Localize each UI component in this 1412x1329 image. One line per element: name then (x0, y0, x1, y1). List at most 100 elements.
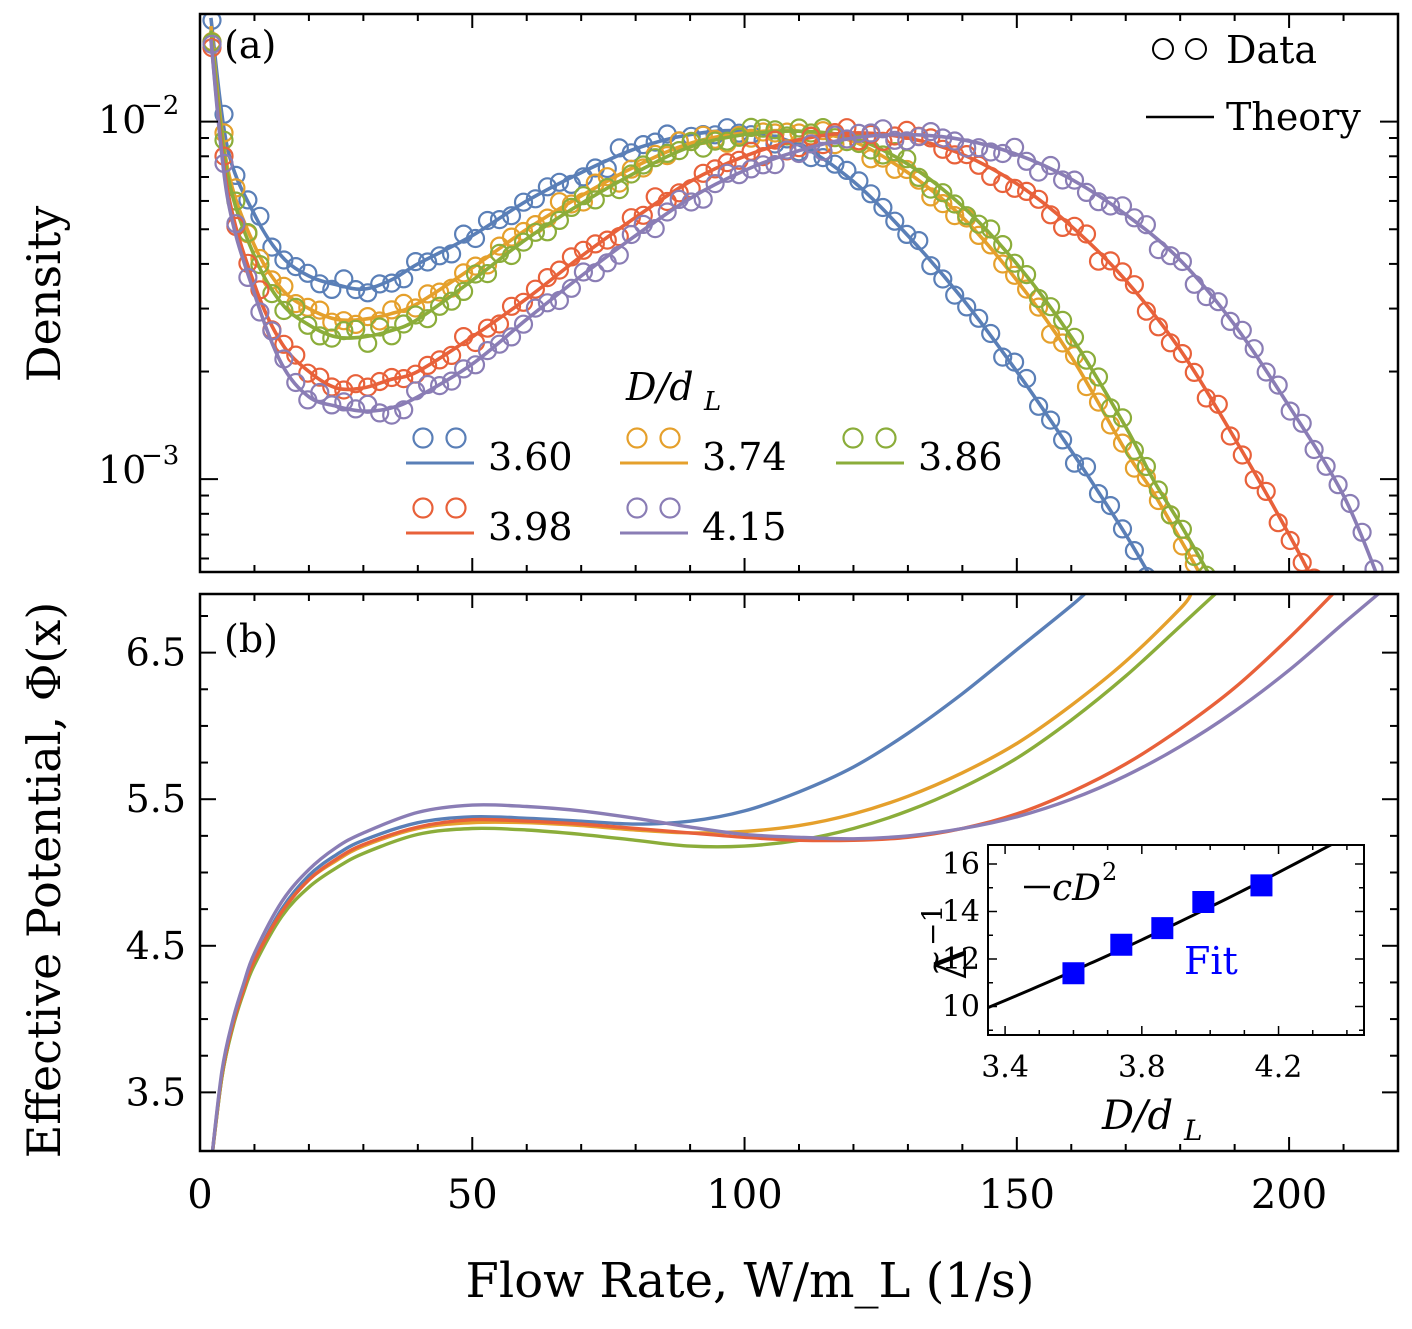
y-tick-label: 3.5 (126, 1070, 186, 1114)
data-point (513, 314, 534, 334)
data-point (1328, 475, 1348, 495)
legend-marker (659, 427, 681, 449)
data-point (1124, 275, 1145, 295)
data-point (957, 297, 977, 317)
legend-marker (412, 497, 434, 519)
inset-plot-layer (988, 845, 1334, 1009)
data-point (549, 210, 570, 230)
svg-text:D/d: D/d (625, 365, 694, 409)
data-point (1316, 456, 1336, 476)
legend-theory-label: Theory (1226, 95, 1361, 139)
data-point (765, 130, 785, 150)
legend-item-3.98: 3.98 (406, 497, 573, 549)
inset-data-point (1151, 917, 1174, 940)
data-point (981, 219, 1001, 239)
data-point (1028, 189, 1049, 209)
series-legend-items: 3.60 3.74 3.86 3.98 4.15 (406, 427, 1003, 549)
panel-b: (b) 6.5 5.5 4.5 3.5 Effective Potential, Φ(… (17, 592, 1400, 1309)
data-point (1064, 170, 1085, 190)
legend-label: 3.60 (488, 435, 573, 479)
data-point (825, 125, 845, 145)
x-tick-label: 0 (187, 1172, 212, 1218)
potential-line-4.15 (210, 594, 1381, 1151)
inset-y-tick-label: 12 (942, 942, 980, 977)
legend-item-3.60: 3.60 (406, 427, 573, 479)
data-point (681, 132, 701, 152)
data-point (513, 292, 534, 312)
data-point (1112, 519, 1133, 539)
data-point (454, 359, 474, 379)
legend-item-4.15: 4.15 (620, 497, 787, 549)
data-point (382, 326, 402, 346)
data-point (1160, 246, 1181, 266)
data-point (310, 367, 330, 387)
data-point (741, 128, 761, 148)
data-point (513, 192, 534, 212)
data-point (1028, 297, 1049, 317)
y-tick-label: 4.5 (126, 924, 186, 968)
inset-tick-labels: 3.4 3.8 4.2 10 12 14 16 (942, 847, 1303, 1085)
data-point (1052, 310, 1073, 330)
data-point (1100, 496, 1121, 516)
data-point (993, 235, 1013, 255)
inset-data-point (1192, 891, 1215, 913)
data-point (525, 298, 546, 318)
data-point (465, 264, 486, 284)
data-point (1040, 410, 1061, 430)
data-point (657, 202, 677, 222)
data-point (525, 222, 546, 242)
data-point (669, 141, 689, 161)
data-point (1268, 375, 1288, 395)
data-point (1306, 568, 1322, 572)
data-point (1244, 339, 1264, 359)
panel-a-label: (a) (224, 23, 276, 67)
legend-marker (659, 497, 681, 519)
y-tick-label: 5.5 (126, 777, 186, 821)
inset-ylabel: Δ ~ −1 (916, 905, 977, 980)
data-point (477, 318, 498, 338)
data-point (945, 194, 965, 214)
data-point (286, 345, 306, 365)
legend-marker (626, 497, 648, 519)
data-point (597, 177, 617, 198)
data-point (1052, 333, 1073, 353)
inset-y-tick-label: 16 (942, 847, 980, 882)
data-point (1112, 408, 1133, 428)
data-point (346, 374, 366, 394)
svg-text:cD: cD (1052, 868, 1101, 909)
inset-background (988, 845, 1364, 1035)
inset-fit-label: Fit (1184, 939, 1238, 983)
data-point (430, 350, 450, 370)
svg-text:−2: −2 (141, 91, 179, 121)
data-point (1124, 540, 1145, 561)
inset: 3.4 3.8 4.2 10 12 14 16 cD 2 Fit Δ ~ −1 D/d L (916, 844, 1365, 1147)
panel-a: (a) 10 −2 10 −3 Density Data Theory D/d … (17, 12, 1400, 574)
data-point (861, 123, 881, 143)
data-point (513, 232, 534, 252)
svg-text:−1: −1 (916, 905, 949, 946)
legend-item-3.86: 3.86 (836, 427, 1003, 479)
inset-x-tick-label: 3.8 (1118, 1050, 1166, 1085)
data-point (430, 376, 450, 396)
svg-text:−3: −3 (141, 441, 179, 471)
x-tick-label: 200 (1251, 1172, 1327, 1218)
data-point (885, 130, 905, 150)
data-point (885, 211, 905, 231)
legend-data-label: Data (1226, 28, 1317, 72)
y-tick-label: 6.5 (126, 631, 186, 675)
inset-fit-curve (988, 845, 1334, 1009)
data-point (1040, 297, 1061, 317)
data-point (921, 122, 941, 142)
inset-y-tick-label: 14 (942, 895, 980, 930)
data-point (1076, 350, 1097, 370)
data-point (741, 117, 761, 138)
data-point (477, 341, 498, 361)
theory-line-3.86 (209, 30, 1210, 572)
panel-a-ytick-label-1e-2: 10 −2 (98, 91, 179, 142)
panel-b-ylabel: Effective Potential, Φ(x) (17, 602, 71, 1159)
data-point (1256, 362, 1276, 382)
data-point (741, 159, 761, 179)
data-point (250, 302, 270, 322)
data-point (1208, 292, 1228, 312)
x-tick-label: 100 (706, 1172, 782, 1218)
